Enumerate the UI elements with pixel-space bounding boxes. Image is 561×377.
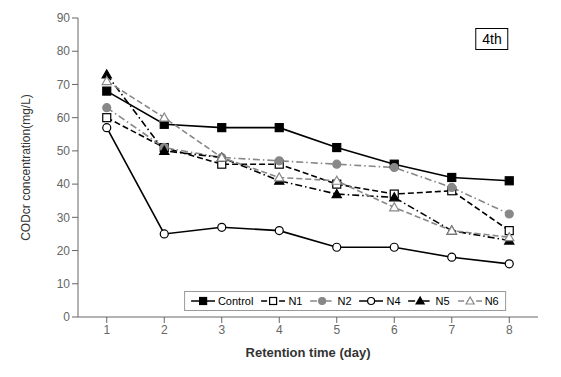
html-text:N6: N6 [484,295,499,307]
svg-text:Retention time (day): Retention time (day) [246,345,371,360]
svg-text:1: 1 [103,323,110,337]
html-text:N1: N1 [288,295,303,307]
svg-text:0: 0 [63,310,70,324]
svg-text:CODcr concentration(mg/L): CODcr concentration(mg/L) [19,94,33,241]
svg-text:3: 3 [218,323,225,337]
svg-text:80: 80 [57,44,71,58]
svg-text:10: 10 [57,277,71,291]
html-text:N4: N4 [386,295,401,307]
html-text:N2: N2 [337,295,352,307]
svg-text:5: 5 [333,323,340,337]
svg-text:60: 60 [57,111,71,125]
html-text:Control: Control [217,295,254,307]
html-text:N5: N5 [435,295,450,307]
svg-text:20: 20 [57,244,71,258]
svg-text:90: 90 [57,11,71,25]
svg-text:70: 70 [57,78,71,92]
svg-text:40: 40 [57,177,71,191]
svg-text:50: 50 [57,144,71,158]
svg-text:2: 2 [161,323,168,337]
svg-text:4: 4 [276,323,283,337]
svg-text:30: 30 [57,211,71,225]
svg-text:7: 7 [448,323,455,337]
html-text:4th: 4th [482,30,502,47]
svg-text:6: 6 [391,323,398,337]
svg-text:8: 8 [506,323,513,337]
